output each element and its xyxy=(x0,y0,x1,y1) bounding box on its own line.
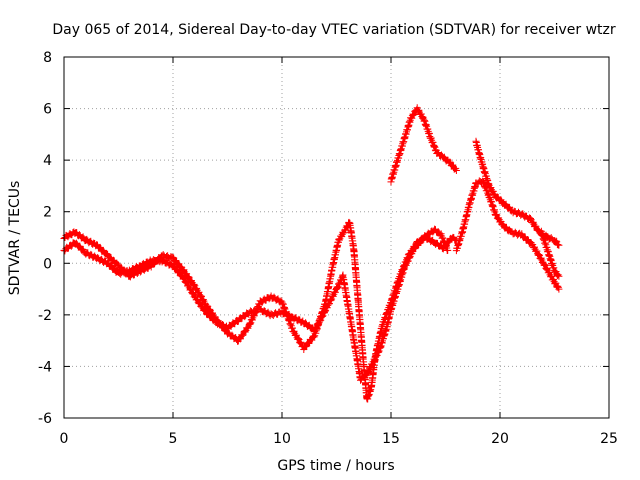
data-markers xyxy=(387,104,460,186)
data-markers xyxy=(537,227,563,280)
y-tick-label: 2 xyxy=(43,205,52,221)
data-markers xyxy=(472,137,563,249)
y-tick-label: 8 xyxy=(43,50,52,66)
series-track-4 xyxy=(452,177,563,293)
data-markers xyxy=(452,177,563,293)
y-axis-label: SDTVAR / TECUs xyxy=(7,181,23,296)
x-tick-label: 10 xyxy=(273,431,291,447)
plot-frame xyxy=(63,56,610,419)
x-tick-label: 0 xyxy=(60,431,69,447)
series-track-3 xyxy=(387,104,460,186)
series-track-6 xyxy=(537,227,563,280)
chart-title: Day 065 of 2014, Sidereal Day-to-day VTE… xyxy=(52,22,616,38)
x-tick-label: 20 xyxy=(491,431,509,447)
axis-ticks: 0 5 10 15 20 25 -6 -4 -2 0 2 4 6 8 xyxy=(38,50,618,447)
x-tick-label: 15 xyxy=(382,431,400,447)
y-tick-label: -6 xyxy=(38,411,52,427)
y-tick-label: -2 xyxy=(38,308,52,324)
series-track-5 xyxy=(472,137,563,249)
x-tick-label: 5 xyxy=(169,431,178,447)
y-tick-label: 6 xyxy=(43,102,52,118)
x-axis-label: GPS time / hours xyxy=(277,458,394,474)
x-tick-label: 25 xyxy=(600,431,618,447)
y-tick-label: 0 xyxy=(43,256,52,272)
y-tick-label: -4 xyxy=(38,359,52,375)
y-tick-label: 4 xyxy=(43,153,52,169)
plot-area xyxy=(60,104,563,403)
